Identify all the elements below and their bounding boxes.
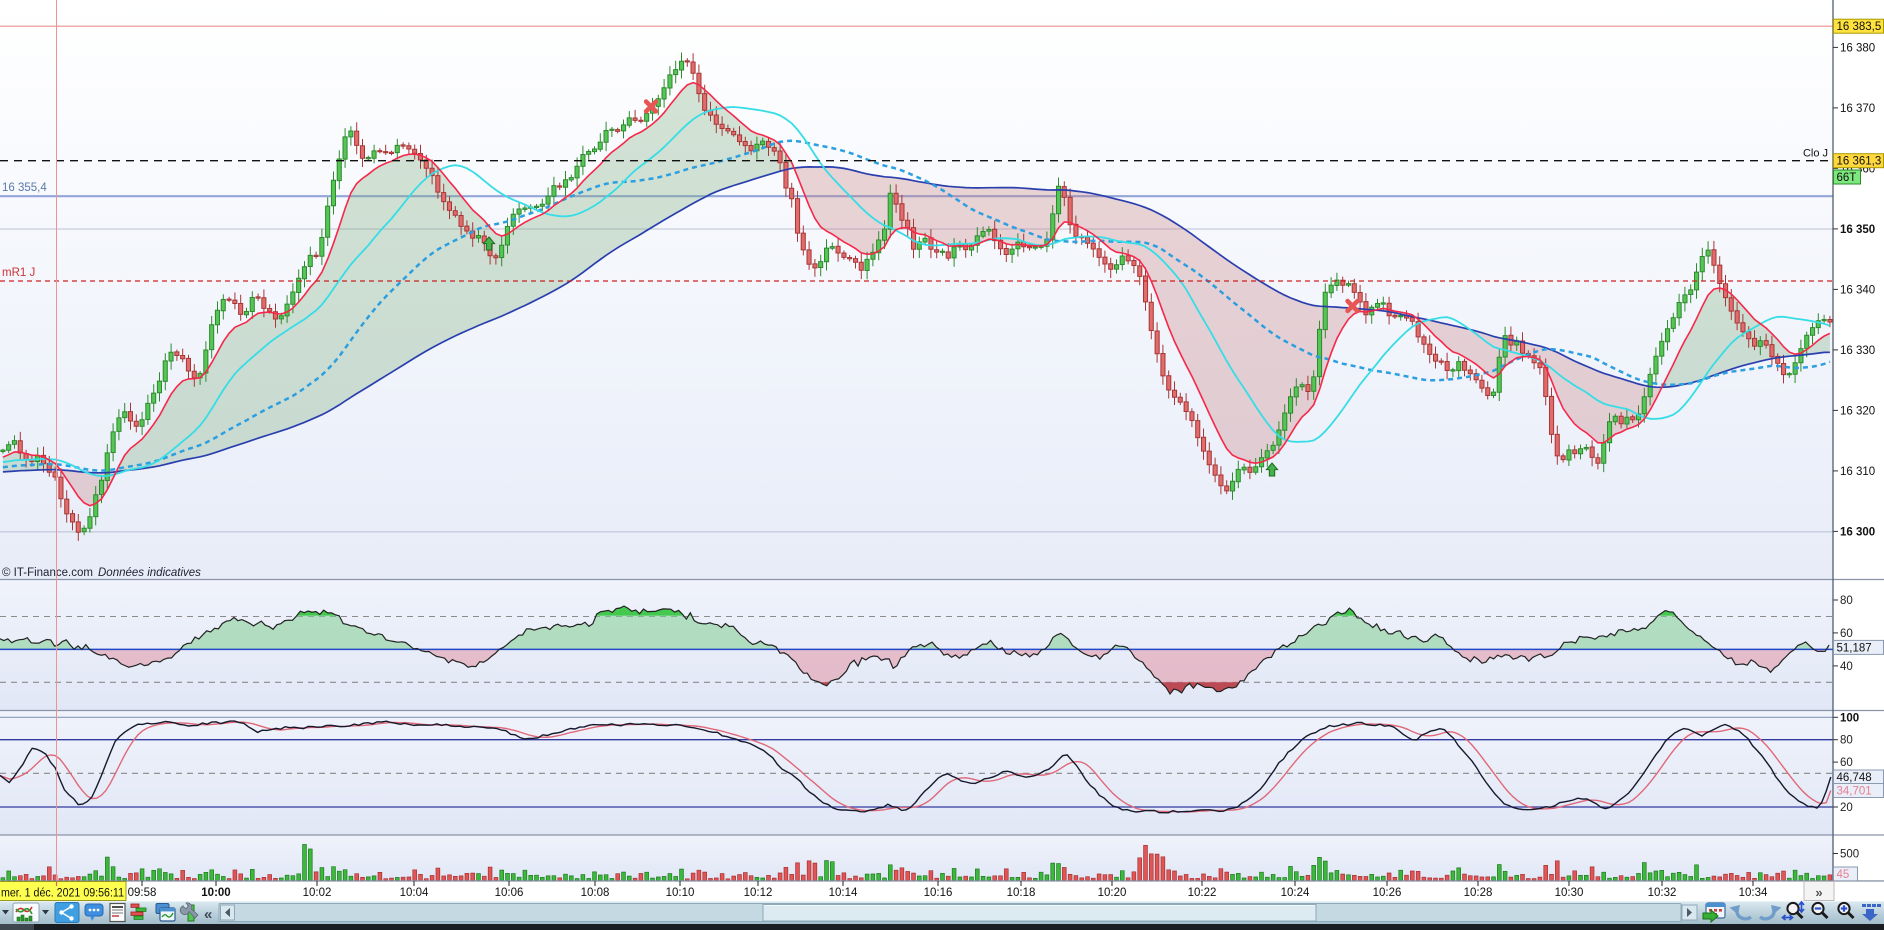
svg-text:34,701: 34,701	[1837, 786, 1872, 798]
svg-text:16 355,4: 16 355,4	[2, 182, 47, 194]
svg-text:16 310: 16 310	[1840, 466, 1875, 478]
svg-text:10:30: 10:30	[1555, 887, 1584, 899]
svg-text:60: 60	[1840, 757, 1853, 769]
svg-text:16 350: 16 350	[1840, 224, 1875, 236]
svg-text:16 370: 16 370	[1840, 103, 1875, 115]
svg-text:80: 80	[1840, 595, 1853, 607]
svg-text:16 361,3: 16 361,3	[1837, 156, 1882, 168]
svg-text:09:58: 09:58	[128, 887, 157, 899]
svg-text:10:28: 10:28	[1464, 887, 1493, 899]
svg-text:Données indicatives: Données indicatives	[98, 567, 201, 579]
svg-text:10:02: 10:02	[303, 887, 332, 899]
svg-text:500: 500	[1840, 849, 1859, 861]
svg-text:10:12: 10:12	[744, 887, 773, 899]
svg-text:10:34: 10:34	[1739, 887, 1768, 899]
svg-text:80: 80	[1840, 735, 1853, 747]
svg-text:mer. 1 déc. 2021 09:56:11: mer. 1 déc. 2021 09:56:11	[1, 888, 124, 900]
svg-text:10:08: 10:08	[581, 887, 610, 899]
svg-text:«: «	[204, 906, 212, 923]
svg-text:16 320: 16 320	[1840, 405, 1875, 417]
svg-text:10:20: 10:20	[1098, 887, 1127, 899]
svg-text:16 340: 16 340	[1840, 284, 1875, 296]
svg-text:10:26: 10:26	[1373, 887, 1402, 899]
svg-text:10:16: 10:16	[924, 887, 953, 899]
svg-text:10:18: 10:18	[1007, 887, 1036, 899]
svg-text:»: »	[1815, 885, 1822, 900]
svg-text:46,748: 46,748	[1837, 772, 1872, 784]
svg-text:16 383,5: 16 383,5	[1837, 21, 1882, 33]
svg-text:10:24: 10:24	[1281, 887, 1310, 899]
svg-text:20: 20	[1840, 802, 1853, 814]
svg-text:16 330: 16 330	[1840, 345, 1875, 357]
svg-text:10:22: 10:22	[1188, 887, 1217, 899]
svg-text:45: 45	[1837, 869, 1850, 881]
svg-text:© IT-Finance.com: © IT-Finance.com	[2, 567, 93, 579]
svg-text:10:04: 10:04	[400, 887, 429, 899]
svg-text:100: 100	[1840, 712, 1859, 724]
svg-text:16 300: 16 300	[1840, 526, 1875, 538]
svg-text:40: 40	[1840, 661, 1853, 673]
svg-text:Clo J: Clo J	[1803, 148, 1828, 160]
svg-text:mR1 J: mR1 J	[2, 267, 35, 279]
svg-text:51,187: 51,187	[1837, 642, 1872, 654]
svg-text:10:10: 10:10	[666, 887, 695, 899]
svg-text:16 380: 16 380	[1840, 42, 1875, 54]
svg-text:60: 60	[1840, 628, 1853, 640]
svg-text:66T: 66T	[1837, 172, 1857, 184]
svg-text:10:14: 10:14	[829, 887, 858, 899]
svg-text:10:32: 10:32	[1648, 887, 1677, 899]
svg-text:10:06: 10:06	[495, 887, 524, 899]
svg-text:10:00: 10:00	[201, 887, 230, 899]
